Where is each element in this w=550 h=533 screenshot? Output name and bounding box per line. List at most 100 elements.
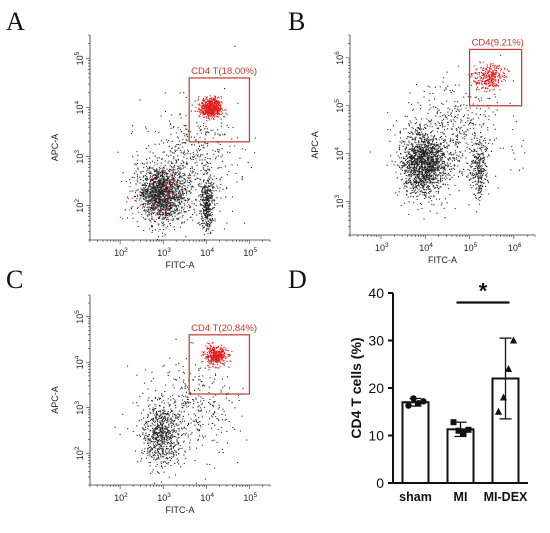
event-dot xyxy=(204,113,206,115)
event-dot xyxy=(213,116,215,118)
event-dot xyxy=(427,145,429,147)
event-dot xyxy=(186,140,188,142)
event-dot xyxy=(169,187,171,189)
event-dot xyxy=(205,202,207,204)
event-dot xyxy=(145,209,147,211)
event-dot xyxy=(409,171,411,173)
event-dot xyxy=(158,170,160,172)
event-dot xyxy=(155,201,157,203)
event-dot xyxy=(424,171,426,173)
event-dot xyxy=(152,205,154,207)
event-dot xyxy=(153,187,155,189)
event-dot xyxy=(418,173,420,175)
event-dot xyxy=(421,207,423,209)
event-dot xyxy=(130,207,132,209)
event-dot xyxy=(154,197,156,199)
event-dot xyxy=(475,197,477,199)
event-dot xyxy=(176,136,178,138)
event-dot xyxy=(189,190,191,192)
event-dot xyxy=(193,144,195,146)
event-dot xyxy=(201,216,203,218)
event-dot xyxy=(408,161,410,163)
event-dot xyxy=(409,132,411,134)
event-dot xyxy=(405,159,407,161)
event-dot xyxy=(409,120,411,122)
event-dot xyxy=(160,193,162,195)
event-dot xyxy=(175,196,177,198)
event-dot xyxy=(156,200,158,202)
event-dot xyxy=(167,202,169,204)
event-dot xyxy=(208,101,210,103)
event-dot xyxy=(203,122,205,124)
event-dot xyxy=(210,108,212,110)
event-dot xyxy=(151,207,153,209)
event-dot xyxy=(171,175,173,177)
event-dot xyxy=(413,152,415,154)
event-dot xyxy=(154,194,156,196)
event-dot xyxy=(409,178,411,180)
event-dot xyxy=(427,151,429,153)
event-dot xyxy=(206,183,208,185)
event-dot xyxy=(212,115,214,117)
event-dot xyxy=(475,167,477,169)
event-dot xyxy=(165,187,167,189)
event-dot xyxy=(434,162,436,164)
event-dot xyxy=(208,99,210,101)
event-dot xyxy=(422,184,424,186)
event-dot xyxy=(437,150,439,152)
event-dot xyxy=(207,216,209,218)
event-dot xyxy=(163,191,165,193)
event-dot xyxy=(164,92,166,94)
event-dot xyxy=(161,157,163,159)
event-dot xyxy=(417,145,419,147)
event-dot xyxy=(401,178,403,180)
event-dot xyxy=(158,216,160,218)
event-dot xyxy=(155,193,157,195)
event-dot xyxy=(479,141,481,143)
event-dot xyxy=(419,158,421,160)
event-dot xyxy=(153,219,155,221)
event-dot xyxy=(211,116,213,118)
event-dot xyxy=(418,145,420,147)
event-dot xyxy=(408,142,410,144)
event-dot xyxy=(155,185,157,187)
event-dot xyxy=(436,165,438,167)
event-dot xyxy=(158,195,160,197)
event-dot xyxy=(167,204,169,206)
event-dot xyxy=(418,144,420,146)
event-dot xyxy=(208,190,210,192)
event-dot xyxy=(151,187,153,189)
event-dot xyxy=(216,203,218,205)
event-dot xyxy=(159,206,161,208)
event-dot xyxy=(171,193,173,195)
event-dot xyxy=(412,184,414,186)
event-dot xyxy=(169,169,171,171)
event-dot xyxy=(405,158,407,160)
event-dot xyxy=(162,170,164,172)
event-dot xyxy=(204,112,206,114)
event-dot xyxy=(184,135,186,137)
event-dot xyxy=(172,186,174,188)
event-dot xyxy=(420,145,422,147)
event-dot xyxy=(419,194,421,196)
event-dot xyxy=(430,162,432,164)
event-dot xyxy=(185,133,187,135)
event-dot xyxy=(181,190,183,192)
event-dot xyxy=(135,184,137,186)
event-dot xyxy=(176,171,178,173)
event-dot xyxy=(433,172,435,174)
event-dot xyxy=(206,217,208,219)
event-dot xyxy=(220,183,222,185)
event-dot xyxy=(171,195,173,197)
event-dot xyxy=(205,213,207,215)
event-dot xyxy=(214,105,216,107)
event-dot xyxy=(211,97,213,99)
event-dot xyxy=(415,179,417,181)
event-dot xyxy=(435,166,437,168)
event-dot xyxy=(177,187,179,189)
event-dot xyxy=(164,210,166,212)
event-dot xyxy=(427,170,429,172)
event-dot xyxy=(209,224,211,226)
event-dot xyxy=(162,213,164,215)
event-dot xyxy=(424,153,426,155)
